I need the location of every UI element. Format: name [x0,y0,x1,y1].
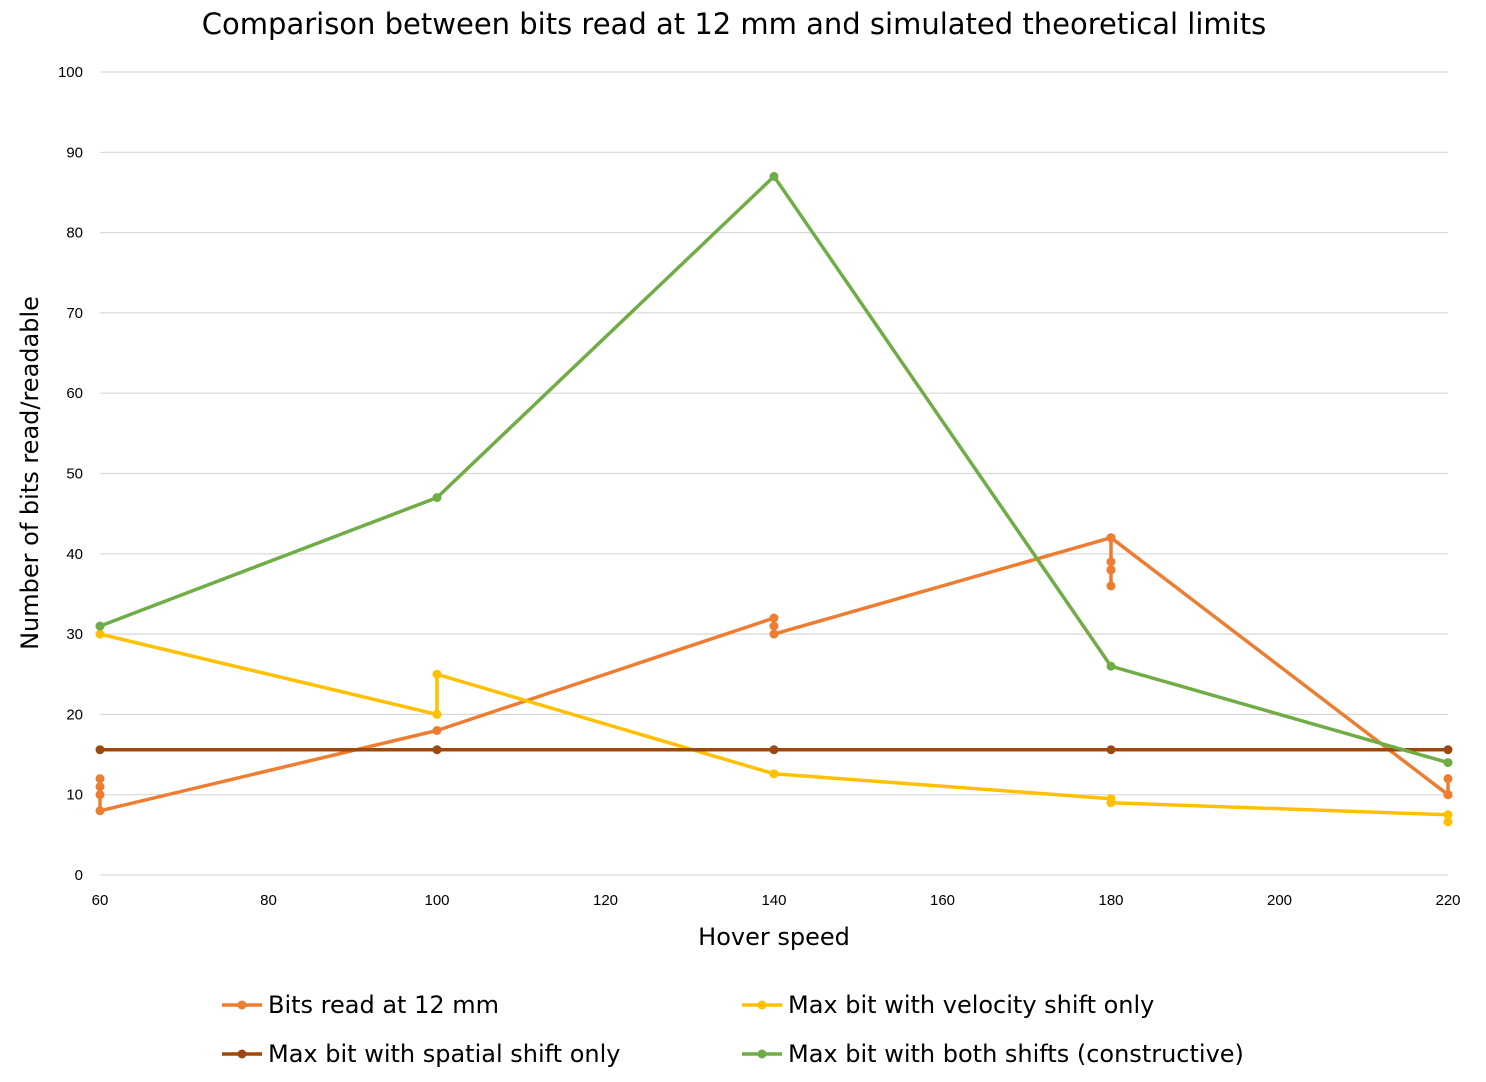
legend-item: Max bit with velocity shift only [742,991,1154,1019]
x-axis-ticks: 60 80 100 120 140 160 180 200 220 [92,892,1461,909]
x-tick-label: 180 [1098,892,1123,909]
x-axis-label: Hover speed [698,923,850,951]
y-tick-label: 100 [58,64,83,81]
legend-label: Max bit with both shifts (constructive) [788,1040,1244,1068]
y-tick-label: 40 [66,546,83,563]
y-tick-label: 0 [75,867,83,884]
series-3 [95,171,1453,768]
legend-label: Max bit with velocity shift only [788,991,1154,1019]
x-tick-label: 60 [92,892,109,909]
legend-item: Max bit with both shifts (constructive) [742,1040,1244,1068]
legend-swatch-marker [237,1049,247,1059]
x-tick-label: 200 [1267,892,1292,909]
data-point [769,171,779,181]
y-tick-label: 10 [66,787,83,804]
data-point [1443,774,1453,784]
y-axis-label: Number of bits read/readable [16,296,44,650]
y-tick-label: 60 [66,385,83,402]
x-tick-label: 80 [260,892,277,909]
data-point [95,621,105,631]
data-point [1106,533,1116,543]
data-point [1106,581,1116,591]
data-point [1106,565,1116,575]
gridlines [100,71,1448,876]
data-point [95,745,105,755]
y-tick-label: 50 [66,466,83,483]
data-point [1106,661,1116,671]
data-point [95,790,105,800]
data-point [432,745,442,755]
data-point [432,493,442,503]
series-2 [95,745,1453,755]
series-1 [95,629,1453,827]
legend-label: Bits read at 12 mm [268,991,499,1019]
plot-area [95,171,1453,827]
data-point [1443,810,1453,820]
x-tick-label: 120 [593,892,618,909]
data-point [769,769,779,779]
x-tick-label: 140 [761,892,786,909]
data-point [95,806,105,816]
data-point [769,629,779,639]
data-point [432,709,442,719]
data-point [432,669,442,679]
legend-item: Bits read at 12 mm [222,991,499,1019]
data-point [769,613,779,623]
data-point [769,621,779,631]
legend: Bits read at 12 mm Max bit with velocity … [222,991,1244,1068]
legend-swatch-marker [757,1049,767,1059]
legend-swatch-marker [757,1000,767,1010]
data-point [1443,745,1453,755]
data-point [95,629,105,639]
series-line [98,174,1450,765]
legend-label: Max bit with spatial shift only [268,1040,620,1068]
x-tick-label: 160 [930,892,955,909]
data-point [769,745,779,755]
y-tick-label: 20 [66,706,83,723]
data-point [1106,745,1116,755]
data-point [432,725,442,735]
chart-title: Comparison between bits read at 12 mm an… [202,7,1266,41]
y-tick-label: 30 [66,626,83,643]
x-tick-label: 100 [424,892,449,909]
legend-swatch-marker [237,1000,247,1010]
legend-item: Max bit with spatial shift only [222,1040,620,1068]
data-point [95,782,105,792]
data-point [1443,790,1453,800]
y-tick-label: 90 [66,144,83,161]
y-tick-label: 70 [66,305,83,322]
y-tick-label: 80 [66,225,83,242]
y-axis-ticks: 0 10 20 30 40 50 60 70 80 90 100 [58,64,83,884]
data-point [1106,557,1116,567]
x-tick-label: 220 [1435,892,1460,909]
data-point [1443,758,1453,768]
data-point [95,774,105,784]
data-point [1106,798,1116,808]
data-point [1443,817,1453,827]
series-0 [95,533,1453,816]
series-line [98,632,1450,824]
